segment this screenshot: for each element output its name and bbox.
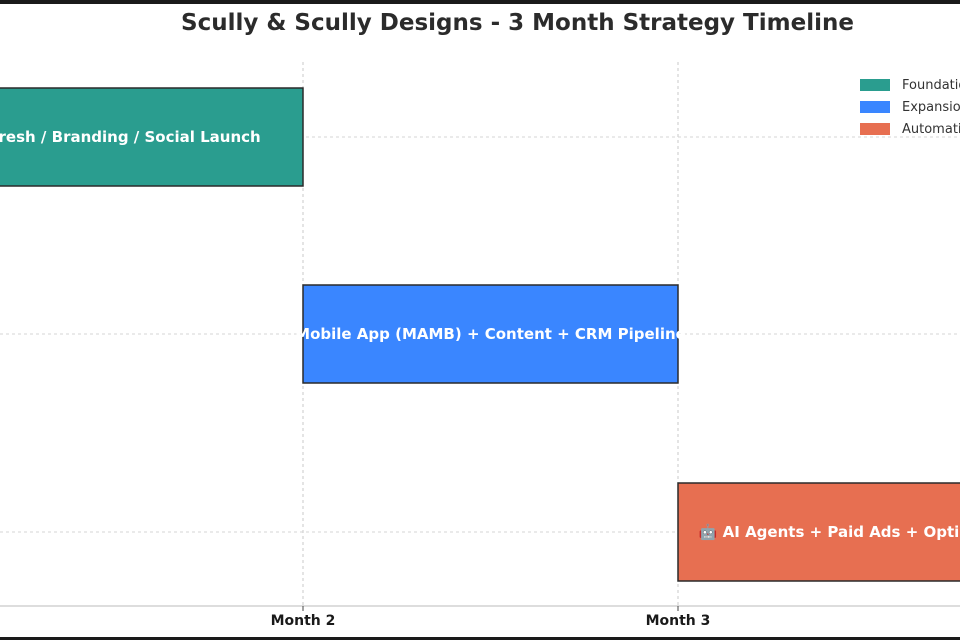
- gantt-bar: [302, 284, 679, 384]
- legend-swatch: [860, 79, 890, 91]
- top-border: [0, 0, 960, 4]
- legend: Foundation Expansion Automation: [860, 74, 960, 140]
- bar-label: Refresh / Branding / Social Launch: [0, 128, 261, 146]
- bar-layer: Refresh / Branding / Social Launch Mobile…: [0, 87, 960, 582]
- x-tick-label: Month 2: [271, 613, 336, 629]
- legend-label: Foundation: [902, 77, 960, 93]
- gantt-bar: [677, 482, 960, 582]
- tick-layer: Month 2 Month 3: [271, 606, 711, 629]
- legend-item: Expansion: [860, 96, 960, 118]
- gantt-bar: [0, 87, 304, 187]
- bottom-border: [0, 637, 960, 640]
- legend-swatch: [860, 101, 890, 113]
- legend-swatch: [860, 123, 890, 135]
- bar-label: Mobile App (MAMB) + Content + CRM Pipeli…: [295, 325, 686, 343]
- legend-label: Expansion: [902, 99, 960, 115]
- legend-item: Automation: [860, 118, 960, 140]
- legend-item: Foundation: [860, 74, 960, 96]
- bar-label: 🤖 AI Agents + Paid Ads + Optimization: [699, 523, 960, 541]
- legend-label: Automation: [902, 121, 960, 137]
- chart-title: Scully & Scully Designs - 3 Month Strate…: [181, 10, 854, 36]
- x-tick-label: Month 3: [646, 613, 711, 629]
